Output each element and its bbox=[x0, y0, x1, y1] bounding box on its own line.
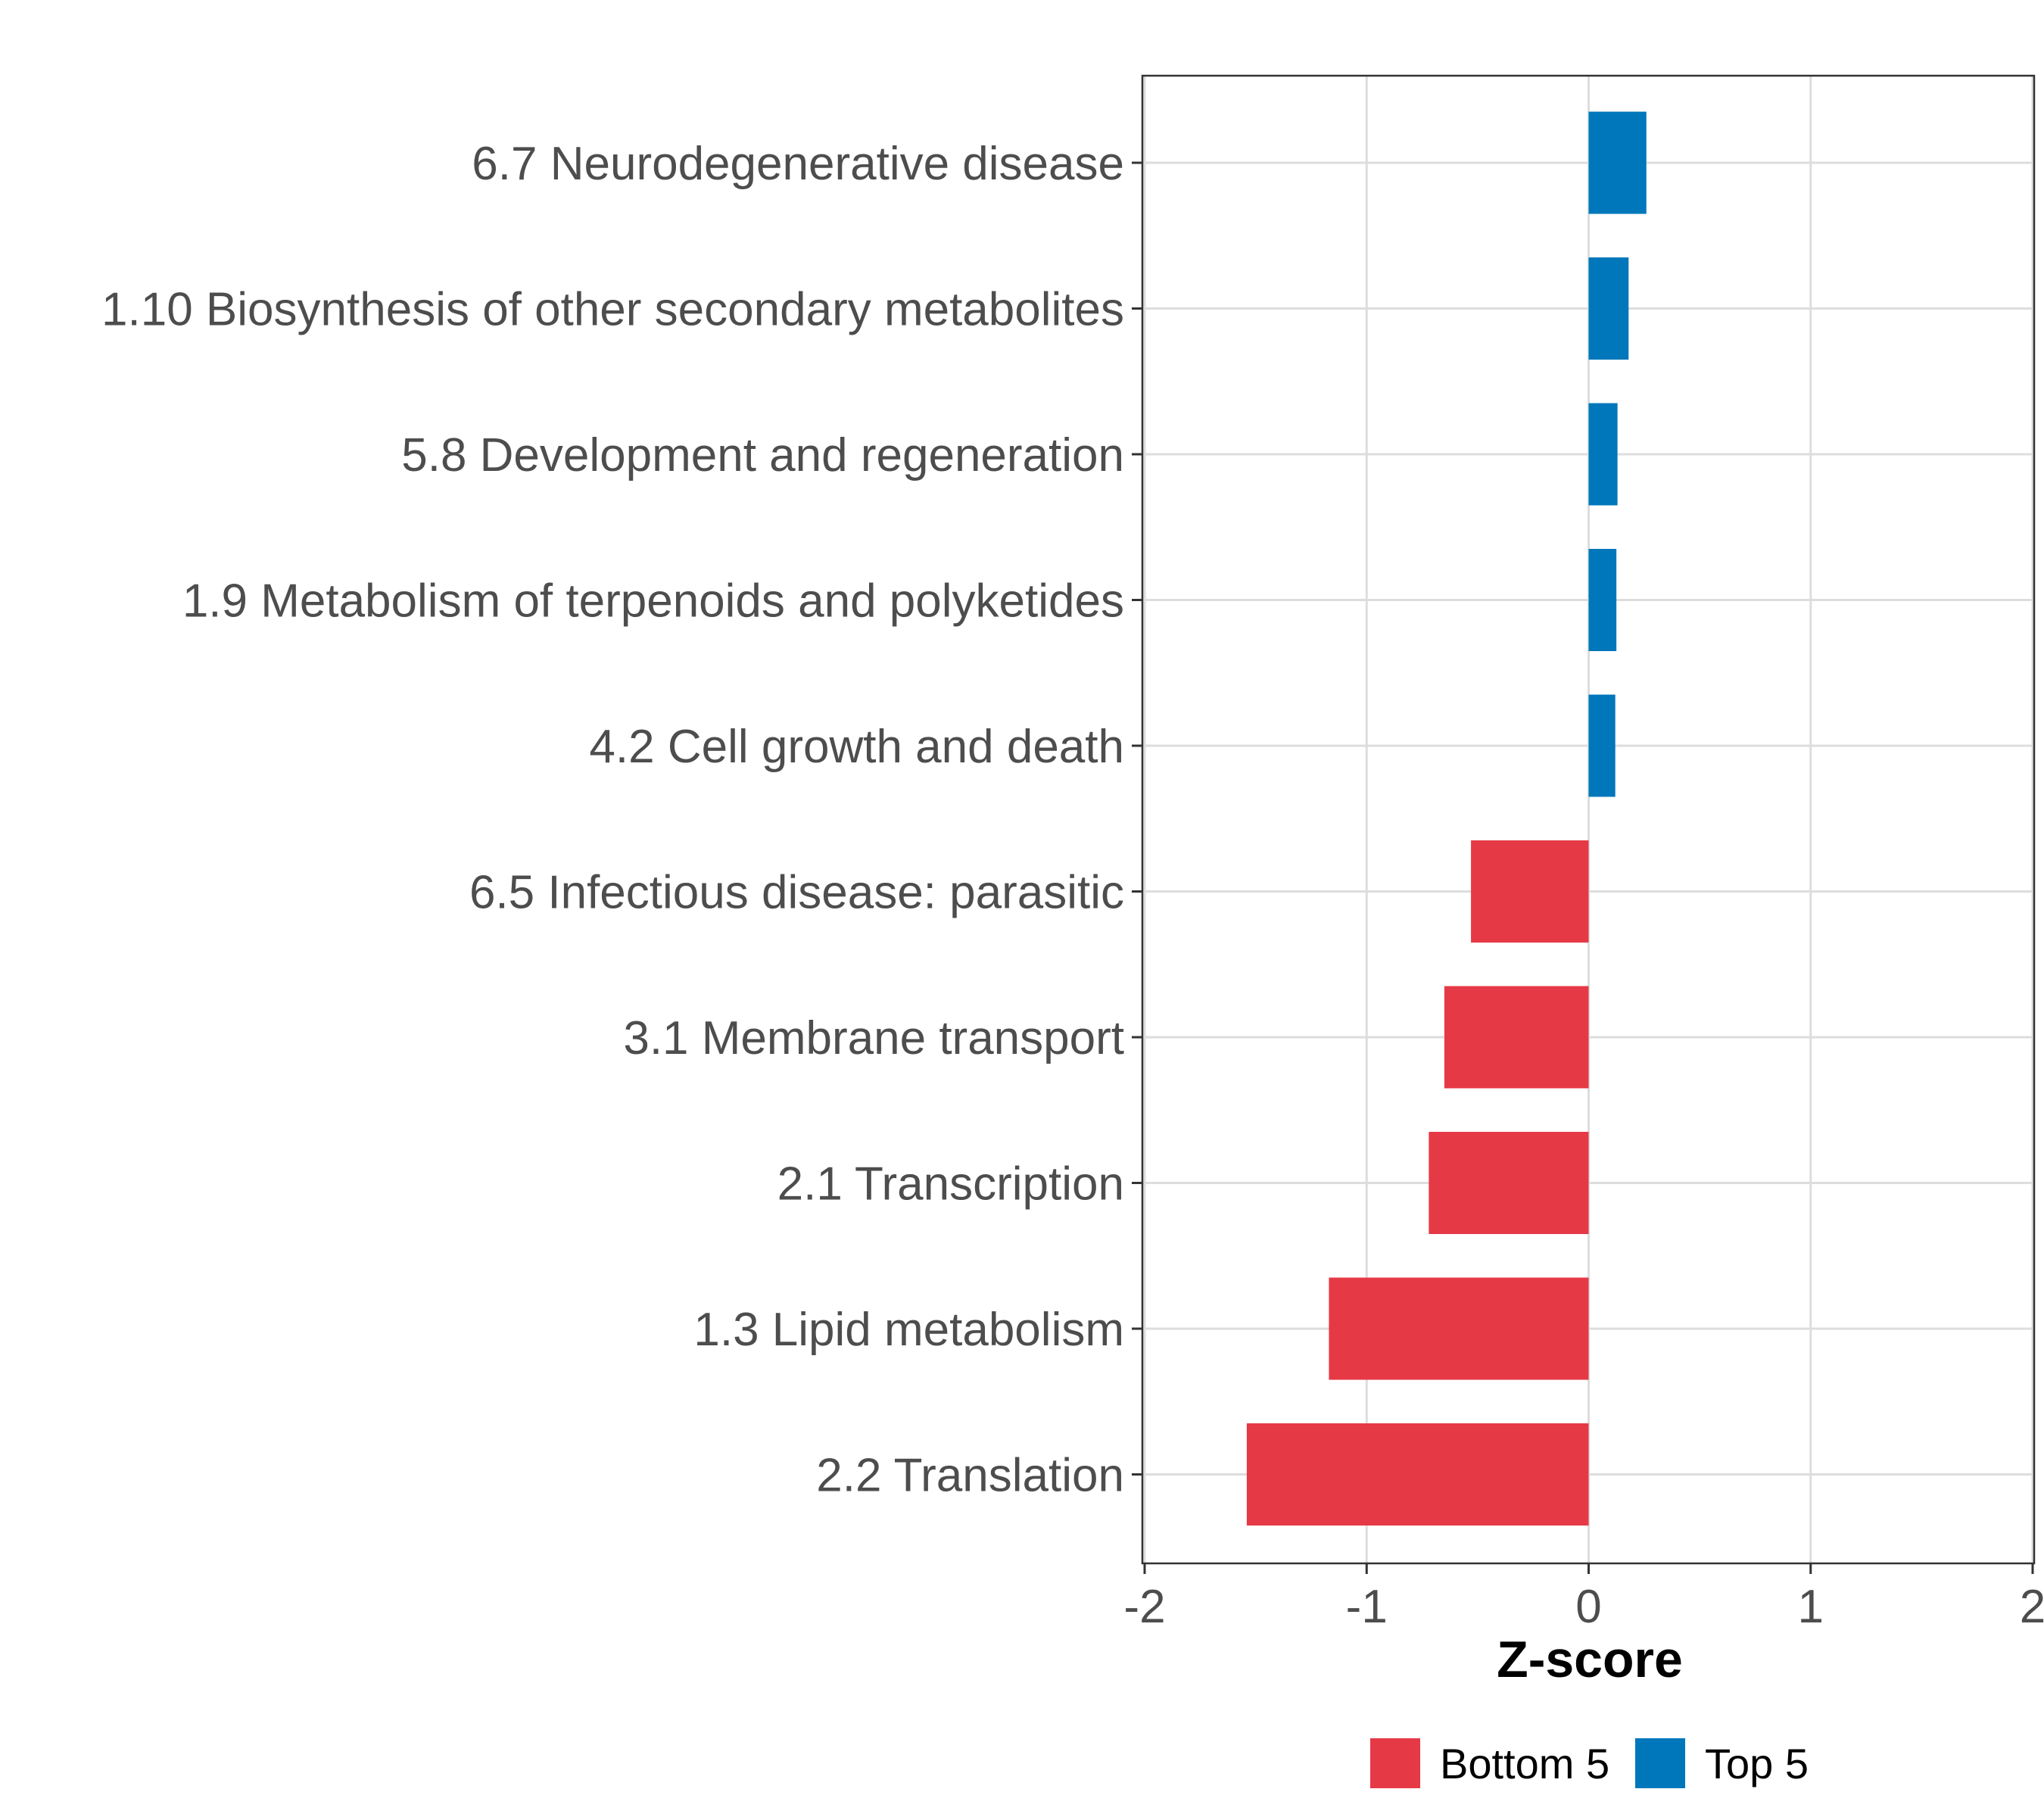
bar bbox=[1429, 1132, 1589, 1234]
legend: Bottom 5 Top 5 bbox=[1370, 1738, 1809, 1788]
category-label: 4.2 Cell growth and death bbox=[589, 721, 1124, 773]
bar bbox=[1588, 549, 1617, 651]
x-axis-title: Z-score bbox=[1497, 1631, 1683, 1688]
category-label: 1.3 Lipid metabolism bbox=[693, 1304, 1124, 1356]
legend-swatch bbox=[1370, 1738, 1420, 1788]
category-label: 5.8 Development and regeneration bbox=[401, 429, 1124, 482]
category-label: 2.1 Transcription bbox=[777, 1158, 1124, 1211]
bar bbox=[1588, 403, 1618, 506]
y-axis-ticks bbox=[1132, 161, 1142, 1476]
category-label: 1.10 Biosynthesis of other secondary met… bbox=[101, 284, 1124, 336]
category-label: 3.1 Membrane transport bbox=[623, 1012, 1124, 1064]
x-tick-label: 0 bbox=[1575, 1581, 1601, 1633]
legend-swatch bbox=[1635, 1738, 1685, 1788]
category-label: 1.9 Metabolism of terpenoids and polyket… bbox=[182, 575, 1124, 628]
y-axis-category-labels: 6.7 Neurodegenerative disease 1.10 Biosyn… bbox=[101, 138, 1124, 1502]
x-tick-label: -2 bbox=[1123, 1581, 1165, 1633]
bar bbox=[1588, 111, 1647, 214]
bar bbox=[1246, 1423, 1589, 1526]
bars bbox=[1246, 111, 1647, 1526]
x-axis-ticks bbox=[1143, 1563, 2034, 1574]
legend-label: Bottom 5 bbox=[1440, 1740, 1609, 1787]
x-axis-tick-labels: -2 -1 0 1 2 bbox=[1123, 1581, 2044, 1633]
x-tick-label: 2 bbox=[2020, 1581, 2044, 1633]
x-tick-label: -1 bbox=[1346, 1581, 1388, 1633]
bar bbox=[1588, 257, 1629, 360]
bar bbox=[1444, 986, 1589, 1089]
x-tick-label: 1 bbox=[1798, 1581, 1824, 1633]
bar bbox=[1588, 694, 1616, 797]
bar bbox=[1329, 1277, 1589, 1380]
bar bbox=[1471, 840, 1589, 943]
category-label: 6.5 Infectious disease: parasitic bbox=[469, 867, 1124, 919]
legend-label: Top 5 bbox=[1705, 1740, 1809, 1787]
category-label: 6.7 Neurodegenerative disease bbox=[472, 138, 1124, 190]
category-label: 2.2 Translation bbox=[816, 1450, 1124, 1502]
